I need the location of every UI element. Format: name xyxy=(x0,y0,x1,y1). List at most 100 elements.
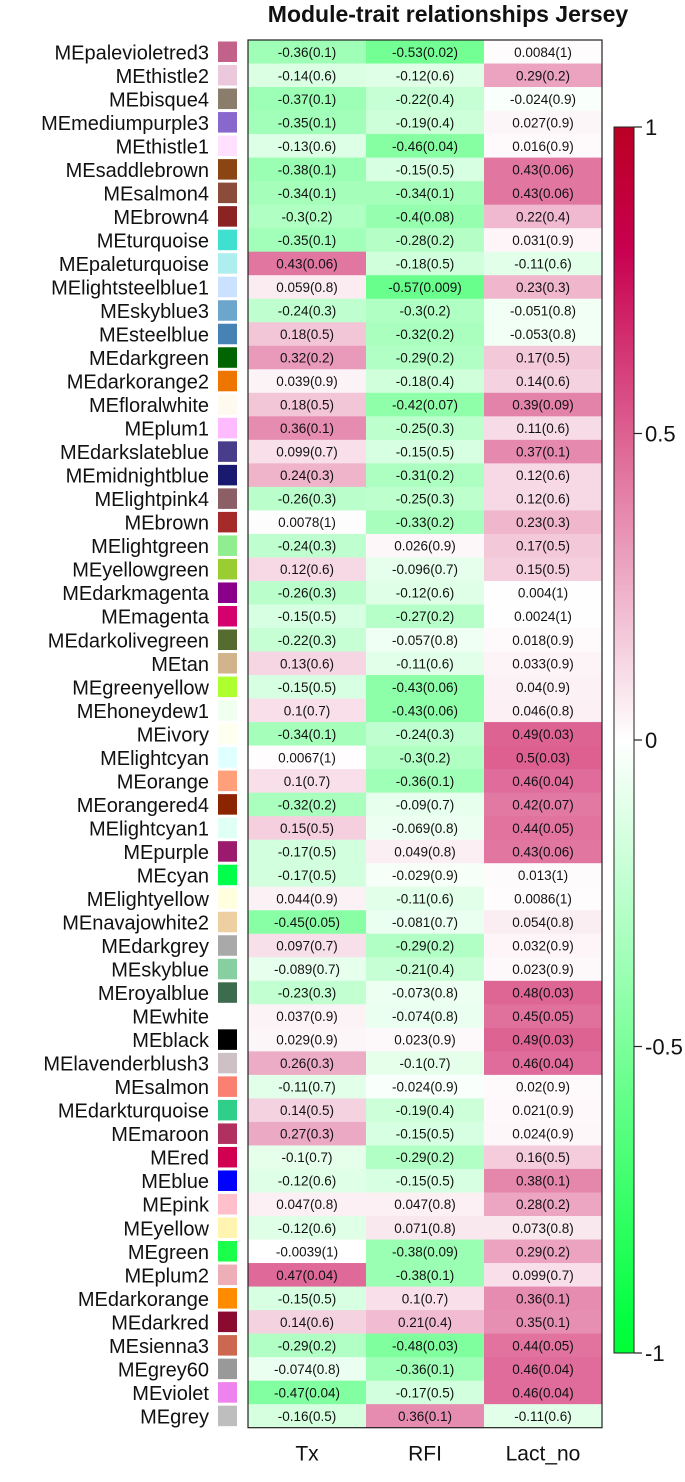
row-label: MEgrey xyxy=(140,1406,209,1428)
heatmap-cell xyxy=(484,1192,603,1217)
module-color-swatch xyxy=(218,770,237,792)
heatmap-cell xyxy=(366,745,485,770)
heatmap-cell xyxy=(366,1051,485,1076)
cell-label: 0.02(0.9) xyxy=(516,1080,570,1095)
cell-label: 0.0078(1) xyxy=(278,515,336,530)
heatmap-cell xyxy=(484,745,603,770)
cell-label: 0.46(0.04) xyxy=(512,1056,574,1071)
heatmap-row: MEdarkorange2 0.039(0.9) -0.18(0.4) 0.14(0.… xyxy=(67,369,603,394)
heatmap-cell xyxy=(366,369,485,394)
heatmap-row: MEwhite 0.037(0.9) -0.074(0.8) 0.45(0.05) xyxy=(132,1004,603,1029)
heatmap-cell xyxy=(484,40,603,65)
heatmap-cell xyxy=(484,157,603,182)
heatmap-cell xyxy=(248,1333,367,1358)
heatmap-cell xyxy=(366,392,485,417)
cell-label: -0.35(0.1) xyxy=(278,115,337,130)
cell-label: -0.15(0.5) xyxy=(396,445,455,460)
row-label: MEsteelblue xyxy=(99,325,209,347)
row-label: MEskyblue xyxy=(111,960,209,982)
column-label: RFI xyxy=(408,1443,442,1466)
cell-label: 0.14(0.6) xyxy=(516,374,570,389)
module-color-swatch xyxy=(218,1052,237,1074)
cell-label: 0.26(0.3) xyxy=(280,1056,334,1071)
cell-label: 0.027(0.9) xyxy=(512,115,574,130)
cell-label: 0.13(0.6) xyxy=(280,656,334,671)
heatmap-cell xyxy=(366,1098,485,1123)
heatmap-row: MEgreenyellow -0.15(0.5) -0.43(0.06) 0.04(0… xyxy=(72,675,603,699)
heatmap-row: MEhoneydew1 0.1(0.7) -0.43(0.06) 0.046(0.8) xyxy=(77,698,603,723)
row-label: MEpaleturquoise xyxy=(59,254,209,276)
heatmap-row: MEblack 0.029(0.9) 0.023(0.9) 0.49(0.03) xyxy=(132,1027,603,1052)
heatmap-cell xyxy=(248,1051,367,1076)
row-label: MEfloralwhite xyxy=(89,395,209,417)
row-label: MEdarkturquoise xyxy=(58,1101,209,1123)
heatmap-cell xyxy=(366,533,485,558)
cell-label: -0.47(0.04) xyxy=(274,1385,340,1400)
heatmap-row: MEplum2 0.47(0.04) -0.38(0.1) 0.099(0.7) xyxy=(125,1263,603,1287)
module-color-swatch xyxy=(218,159,237,180)
row-label: MEhoneydew1 xyxy=(77,701,209,723)
heatmap-cell xyxy=(366,510,485,535)
row-label: MElightsteelblue1 xyxy=(51,277,209,299)
cell-label: 0.039(0.9) xyxy=(276,374,338,389)
heatmap-cell xyxy=(248,769,367,794)
row-label: MEgreenyellow xyxy=(72,677,209,699)
cell-label: -0.34(0.1) xyxy=(278,727,337,742)
cell-label: 0.018(0.9) xyxy=(512,633,574,648)
heatmap-cell xyxy=(366,816,485,841)
heatmap-row: MEorange 0.1(0.7) -0.36(0.1) 0.46(0.04) xyxy=(117,769,603,793)
row-label: MEnavajowhite2 xyxy=(62,913,209,935)
cell-label: 0.054(0.8) xyxy=(512,915,574,930)
heatmap-row: MEmidnightblue 0.24(0.3) -0.31(0.2) 0.12(0.… xyxy=(66,463,603,488)
heatmap-cell xyxy=(248,275,367,300)
color-legend: 1 0.5 0 -0.5 -1 xyxy=(613,115,683,1366)
cell-label: 0.016(0.9) xyxy=(512,139,574,154)
cell-label: -0.32(0.2) xyxy=(396,327,455,342)
cell-label: -0.1(0.7) xyxy=(281,1150,332,1165)
heatmap-cell xyxy=(366,322,485,347)
module-color-swatch xyxy=(218,1311,237,1333)
module-color-swatch xyxy=(218,1005,237,1027)
row-label: MEmaroon xyxy=(111,1124,209,1146)
heatmap-cell xyxy=(366,980,485,1005)
heatmap-cell xyxy=(248,1286,367,1311)
heatmap-row: MElightcyan1 0.15(0.5) -0.069(0.8) 0.44(0.0… xyxy=(89,816,603,840)
cell-label: 0.0084(1) xyxy=(514,45,572,60)
module-color-swatch xyxy=(218,535,237,556)
heatmap-cell xyxy=(366,251,485,276)
module-color-swatch xyxy=(218,394,237,415)
heatmap-row: MEdarkred 0.14(0.6) 0.21(0.4) 0.35(0.1) xyxy=(111,1310,603,1334)
heatmap-cell xyxy=(366,416,485,441)
cell-label: -0.53(0.02) xyxy=(392,45,458,60)
heatmap-cell xyxy=(248,1004,367,1029)
heatmap-cell xyxy=(484,769,603,794)
heatmap-cell xyxy=(366,463,485,488)
heatmap-cell xyxy=(248,1216,367,1241)
heatmap-row: MEblue -0.12(0.6) -0.15(0.5) 0.38(0.1) xyxy=(141,1168,603,1193)
heatmap-cell xyxy=(366,63,485,88)
heatmap-cell xyxy=(248,228,367,253)
heatmap-cell xyxy=(484,1216,603,1241)
cell-label: -0.31(0.2) xyxy=(396,468,455,483)
heatmap-row: MEyellowgreen 0.12(0.6) -0.096(0.7) 0.15(0.… xyxy=(72,557,603,582)
cell-label: -0.3(0.2) xyxy=(281,209,332,224)
heatmap-cell xyxy=(248,933,367,958)
cell-label: -0.33(0.2) xyxy=(396,515,455,530)
row-label: MEbrown xyxy=(125,513,209,535)
heatmap-cell xyxy=(248,1027,367,1052)
cell-label: 0.29(0.2) xyxy=(516,68,570,83)
heatmap-cell xyxy=(366,580,485,605)
heatmap-cell xyxy=(248,722,367,747)
heatmap-cell xyxy=(366,1239,485,1264)
cell-label: -0.34(0.1) xyxy=(278,186,337,201)
heatmap-cell xyxy=(366,110,485,135)
heatmap-cell xyxy=(248,251,367,276)
module-color-swatch xyxy=(218,958,237,980)
cell-label: -0.11(0.6) xyxy=(396,891,454,906)
heatmap-cell xyxy=(484,1333,603,1358)
heatmap-cell xyxy=(484,1121,603,1146)
heatmap-row: MEgrey60 -0.074(0.8) -0.36(0.1) 0.46(0.04) xyxy=(118,1357,603,1381)
heatmap-cell xyxy=(484,910,603,935)
module-color-swatch xyxy=(218,605,237,627)
cell-label: 0.46(0.04) xyxy=(512,774,574,789)
